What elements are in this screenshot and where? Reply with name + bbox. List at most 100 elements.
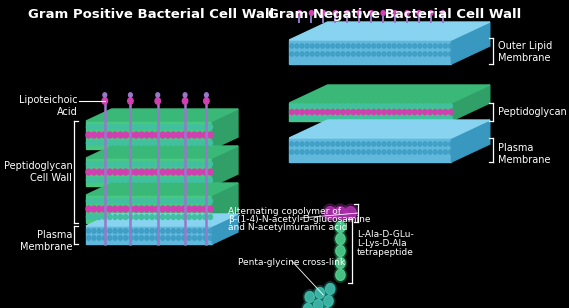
Circle shape (305, 291, 315, 302)
Circle shape (113, 140, 117, 145)
Circle shape (413, 104, 417, 108)
Circle shape (176, 236, 180, 240)
Circle shape (387, 116, 391, 120)
Circle shape (204, 98, 209, 104)
Circle shape (295, 109, 299, 115)
Circle shape (145, 124, 149, 129)
Circle shape (102, 177, 106, 183)
Polygon shape (451, 22, 490, 64)
Circle shape (310, 44, 314, 48)
Circle shape (160, 236, 164, 240)
Circle shape (295, 44, 299, 48)
Circle shape (155, 177, 159, 183)
Circle shape (300, 44, 304, 48)
Circle shape (331, 52, 335, 56)
Circle shape (97, 206, 102, 212)
Circle shape (113, 169, 118, 175)
Circle shape (403, 44, 406, 48)
Circle shape (336, 142, 340, 146)
Circle shape (377, 109, 381, 115)
Circle shape (398, 150, 401, 154)
Circle shape (86, 198, 90, 204)
Circle shape (423, 109, 427, 115)
Circle shape (155, 229, 159, 233)
Circle shape (166, 161, 170, 167)
Circle shape (139, 177, 143, 183)
Circle shape (197, 132, 203, 138)
Text: Peptidoglycan: Peptidoglycan (498, 107, 567, 117)
Circle shape (418, 150, 422, 154)
Circle shape (331, 104, 335, 108)
Circle shape (129, 93, 133, 97)
Circle shape (303, 290, 316, 305)
Circle shape (413, 116, 417, 120)
Circle shape (129, 236, 133, 240)
Circle shape (405, 10, 409, 15)
Circle shape (129, 177, 133, 183)
Circle shape (171, 214, 175, 220)
Circle shape (393, 150, 396, 154)
Circle shape (351, 44, 355, 48)
Circle shape (129, 169, 134, 175)
Circle shape (323, 204, 338, 222)
Circle shape (408, 142, 411, 146)
Circle shape (187, 124, 191, 129)
Circle shape (290, 104, 294, 108)
Circle shape (413, 142, 417, 146)
Circle shape (439, 142, 442, 146)
Circle shape (403, 104, 406, 108)
Circle shape (336, 104, 340, 108)
Circle shape (86, 177, 90, 183)
Circle shape (336, 257, 345, 269)
Circle shape (444, 104, 447, 108)
Circle shape (187, 198, 191, 204)
Circle shape (118, 140, 122, 145)
Circle shape (387, 109, 391, 115)
Circle shape (192, 236, 196, 240)
Circle shape (139, 161, 143, 167)
Circle shape (310, 10, 314, 15)
Circle shape (139, 124, 143, 129)
Circle shape (423, 116, 427, 120)
Text: Lipoteichoic
Acid: Lipoteichoic Acid (19, 95, 77, 117)
Circle shape (92, 177, 96, 183)
Polygon shape (86, 195, 212, 223)
Circle shape (86, 140, 90, 145)
Circle shape (86, 236, 90, 240)
Circle shape (160, 214, 165, 220)
Circle shape (134, 236, 138, 240)
Circle shape (372, 109, 376, 115)
Circle shape (176, 132, 181, 138)
Circle shape (439, 116, 442, 120)
Circle shape (192, 124, 196, 129)
Circle shape (361, 109, 366, 115)
Circle shape (351, 104, 355, 108)
Polygon shape (212, 183, 238, 223)
Text: Gram Negative Bacterial Cell Wall: Gram Negative Bacterial Cell Wall (269, 8, 522, 21)
Circle shape (334, 232, 347, 246)
Circle shape (166, 229, 170, 233)
Circle shape (429, 10, 433, 15)
Circle shape (314, 299, 323, 308)
Circle shape (208, 206, 213, 212)
Circle shape (423, 150, 427, 154)
Circle shape (341, 104, 345, 108)
Circle shape (367, 44, 370, 48)
Circle shape (377, 104, 381, 108)
Circle shape (171, 124, 175, 129)
Circle shape (310, 52, 314, 56)
Circle shape (145, 177, 149, 183)
Circle shape (325, 109, 330, 115)
Circle shape (298, 10, 302, 15)
Circle shape (393, 44, 396, 48)
Polygon shape (86, 226, 212, 244)
Circle shape (176, 206, 181, 212)
Circle shape (372, 44, 376, 48)
Circle shape (203, 132, 208, 138)
Circle shape (150, 169, 155, 175)
Circle shape (315, 116, 319, 120)
Circle shape (303, 303, 313, 308)
Circle shape (346, 44, 350, 48)
Circle shape (341, 150, 345, 154)
Circle shape (387, 150, 391, 154)
